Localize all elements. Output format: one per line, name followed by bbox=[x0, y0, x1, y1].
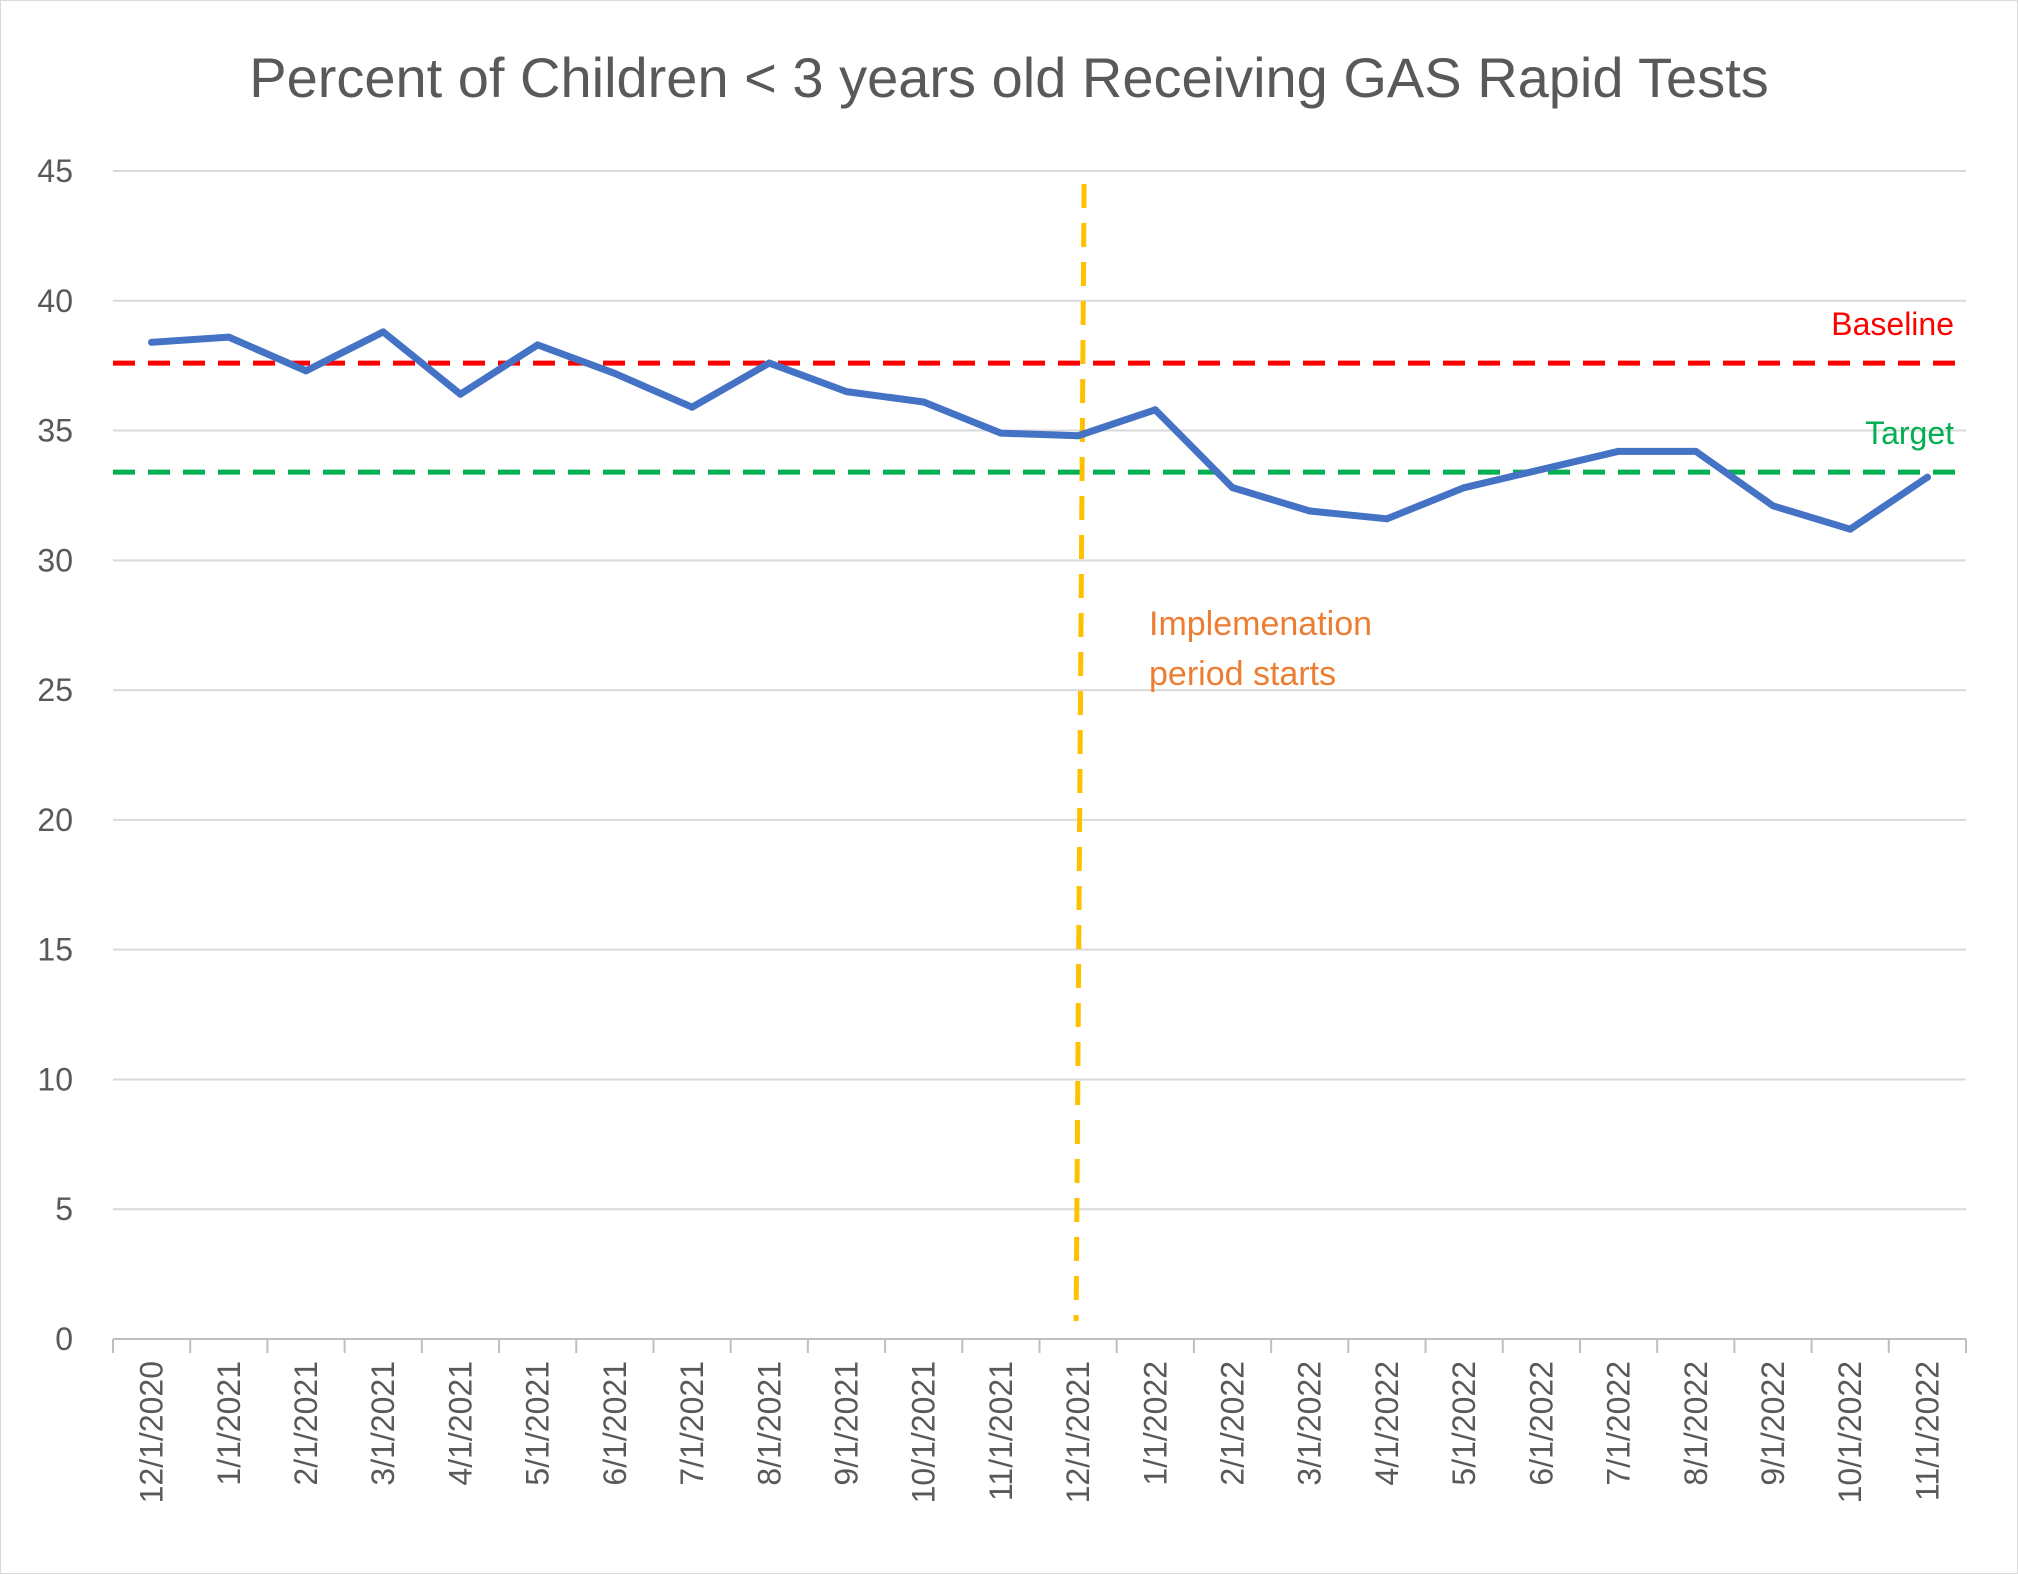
implementation-marker-line bbox=[1073, 183, 1087, 1322]
x-tick-label: 3/1/2022 bbox=[1292, 1361, 1328, 1486]
data-point bbox=[1923, 473, 1931, 481]
x-tick-label: 8/1/2022 bbox=[1678, 1361, 1714, 1486]
data-point bbox=[1074, 432, 1082, 440]
y-tick-label: 0 bbox=[55, 1321, 73, 1357]
data-point bbox=[1151, 406, 1159, 414]
reference-lines: Baseline Target bbox=[113, 306, 1966, 475]
data-point bbox=[225, 333, 233, 341]
data-point bbox=[1383, 515, 1391, 523]
x-tick-label: 1/1/2021 bbox=[211, 1361, 247, 1486]
y-tick-label: 5 bbox=[55, 1191, 73, 1227]
chart-title: Percent of Children < 3 years old Receiv… bbox=[249, 46, 1769, 109]
x-tick-label: 12/1/2021 bbox=[1060, 1361, 1096, 1503]
y-tick-label: 35 bbox=[37, 413, 73, 449]
x-tick-label: 2/1/2021 bbox=[288, 1361, 324, 1486]
data-point bbox=[997, 429, 1005, 437]
series-line bbox=[148, 328, 1931, 533]
y-tick-label: 30 bbox=[37, 542, 73, 578]
x-axis: 12/1/2020 1/1/2021 2/1/2021 3/1/2021 4/1/202… bbox=[112, 1338, 1967, 1503]
data-point bbox=[302, 367, 310, 375]
y-tick-label: 45 bbox=[37, 153, 73, 189]
data-point bbox=[842, 388, 850, 396]
data-point bbox=[1460, 484, 1468, 492]
x-tick-label: 9/1/2022 bbox=[1755, 1361, 1791, 1486]
data-point bbox=[1692, 447, 1700, 455]
y-axis: 0 5 10 15 20 25 30 35 40 45 bbox=[37, 153, 73, 1357]
y-tick-label: 15 bbox=[37, 932, 73, 968]
x-tick-label: 5/1/2022 bbox=[1446, 1361, 1482, 1486]
x-tick-label: 1/1/2022 bbox=[1137, 1361, 1173, 1486]
x-tick-label: 8/1/2021 bbox=[751, 1361, 787, 1486]
data-point bbox=[1769, 502, 1777, 510]
x-tick-label: 11/1/2021 bbox=[983, 1361, 1019, 1501]
x-tick-label: 7/1/2021 bbox=[674, 1361, 710, 1486]
data-point bbox=[1306, 507, 1314, 515]
annotations: Implemenation period starts bbox=[1073, 183, 1372, 1322]
x-tick-label: 6/1/2021 bbox=[597, 1361, 633, 1486]
data-point bbox=[1615, 447, 1623, 455]
reference-label-target: Target bbox=[1865, 415, 1954, 451]
data-point bbox=[1537, 465, 1545, 473]
x-tick-label: 10/1/2021 bbox=[906, 1361, 942, 1503]
y-tick-label: 10 bbox=[37, 1061, 73, 1097]
x-tick-label: 3/1/2021 bbox=[365, 1361, 401, 1486]
x-tick-label: 9/1/2021 bbox=[828, 1361, 864, 1486]
y-tick-label: 20 bbox=[37, 802, 73, 838]
gridlines bbox=[113, 170, 1966, 1211]
series-layer bbox=[148, 328, 1931, 533]
data-point bbox=[148, 338, 156, 346]
x-tick-label: 4/1/2021 bbox=[442, 1361, 478, 1486]
data-point bbox=[1229, 484, 1237, 492]
x-tick-label: 10/1/2022 bbox=[1832, 1361, 1868, 1503]
x-tick-label: 6/1/2022 bbox=[1523, 1361, 1559, 1486]
y-tick-label: 40 bbox=[37, 283, 73, 319]
data-point bbox=[1846, 525, 1854, 533]
data-point bbox=[611, 369, 619, 377]
data-point bbox=[456, 390, 464, 398]
data-point bbox=[534, 341, 542, 349]
x-tick-label: 7/1/2022 bbox=[1601, 1361, 1637, 1486]
x-tick-label: 4/1/2022 bbox=[1369, 1361, 1405, 1486]
data-point bbox=[688, 403, 696, 411]
annotation-text-line: Implemenation bbox=[1149, 605, 1372, 643]
x-tick-label: 5/1/2021 bbox=[520, 1361, 556, 1486]
data-point bbox=[765, 359, 773, 367]
annotation-text-line: period starts bbox=[1149, 655, 1336, 693]
data-point bbox=[379, 328, 387, 336]
data-point bbox=[920, 398, 928, 406]
x-tick-label: 12/1/2020 bbox=[134, 1361, 170, 1503]
x-tick-label: 2/1/2022 bbox=[1215, 1361, 1251, 1486]
y-tick-label: 25 bbox=[37, 672, 73, 708]
x-tick-label: 11/1/2022 bbox=[1909, 1361, 1945, 1501]
reference-label-baseline: Baseline bbox=[1831, 306, 1954, 342]
